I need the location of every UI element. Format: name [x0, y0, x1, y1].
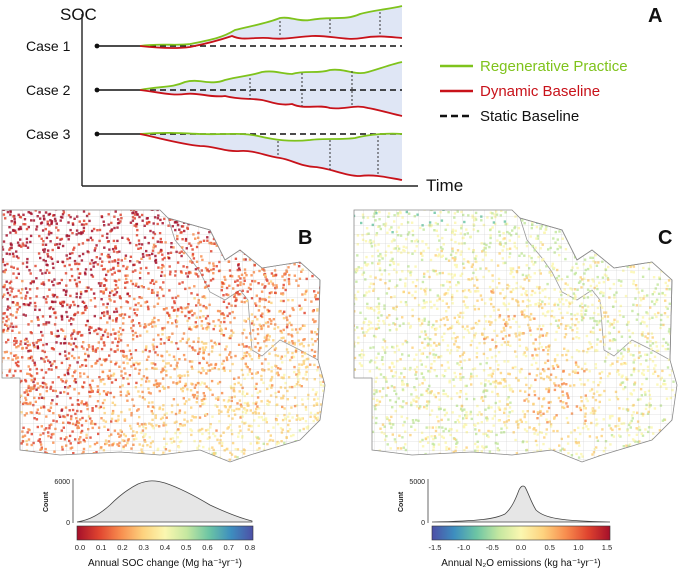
n2o-colorbar-tick-3: 0.0: [516, 543, 526, 552]
case-3-start-point: [94, 131, 100, 137]
soc-axis-title: Annual SOC change (Mg ha⁻¹yr⁻¹): [88, 558, 242, 569]
n2o-colorbar-tick-4: 0.5: [544, 543, 554, 552]
soc-hist-tick-top: 6000: [54, 479, 70, 486]
n2o-emissions-map: [353, 209, 678, 463]
case-label-1: Case 1: [26, 38, 71, 54]
soc-histogram: Count 6000 0: [43, 479, 253, 527]
case-1-dynamic-baseline-line: [139, 35, 403, 49]
n2o-hist-count-label: Count: [398, 491, 405, 512]
case-1-regenerative-line: [139, 5, 403, 47]
soc-colorbar-tick-3: 0.3: [139, 543, 149, 552]
panel-a: A SOC Time: [26, 5, 662, 195]
panel-a-letter: A: [648, 5, 662, 27]
panel-c-letter: C: [658, 227, 672, 249]
soc-hist-count-label: Count: [43, 491, 50, 512]
soc-density-curve: [76, 480, 253, 523]
n2o-colorbar-tick-1: -1.0: [457, 543, 470, 552]
soc-colorbar-tick-0: 0.0: [75, 543, 85, 552]
panel-b-letter: B: [298, 227, 312, 249]
legend: Regenerative Practice Dynamic Baseline S…: [440, 58, 628, 125]
case-3-dynamic-baseline-line: [139, 133, 403, 181]
soc-colorbar-tick-5: 0.5: [181, 543, 191, 552]
case-2-gain-area: [140, 62, 402, 116]
soc-colorbar-tick-2: 0.2: [117, 543, 127, 552]
soc-hist-tick-zero: 0: [66, 520, 70, 527]
case-1-difference-arrows: [279, 12, 381, 36]
x-axis-label: Time: [426, 176, 463, 195]
panel-c: C Count 5000 0 -1.5 -1.0 -0.5 0.0 0.5 1.0 1.5 …: [353, 209, 678, 569]
n2o-colorbar-tick-6: 1.5: [602, 543, 612, 552]
soc-colorbar-tick-8: 0.8: [245, 543, 255, 552]
soc-colorbar-tick-7: 0.7: [224, 543, 234, 552]
n2o-colorbar-gradient: [431, 525, 611, 541]
soc-colorbar: 0.0 0.1 0.2 0.3 0.4 0.5 0.6 0.7 0.8 Annual SOC c…: [75, 525, 255, 569]
soc-map-border: [1, 209, 326, 463]
n2o-colorbar-tick-5: 1.0: [573, 543, 583, 552]
case-3-difference-arrows: [277, 136, 379, 175]
case-2-difference-arrows: [249, 71, 353, 107]
soc-colorbar-tick-4: 0.4: [160, 543, 170, 552]
case-label-2: Case 2: [26, 82, 71, 98]
legend-label-regenerative: Regenerative Practice: [480, 58, 628, 75]
legend-label-static: Static Baseline: [480, 108, 579, 125]
legend-label-dynamic: Dynamic Baseline: [480, 83, 600, 100]
case-3-regenerative-line: [139, 131, 403, 142]
case-2-scenario: [94, 61, 403, 117]
n2o-colorbar-tick-2: -0.5: [486, 543, 499, 552]
soc-colorbar-tick-1: 0.1: [96, 543, 106, 552]
n2o-hist-tick-zero: 0: [421, 520, 425, 527]
n2o-colorbar-tick-0: -1.5: [429, 543, 442, 552]
case-1-gain-area: [140, 6, 402, 49]
panel-b: B Count 6000 0 0.0 0.1 0.2 0.3 0.4 0.5 0.6 0.7 0…: [1, 209, 326, 569]
case-2-regenerative-line: [139, 61, 403, 91]
n2o-map-border: [353, 209, 678, 463]
case-1-scenario: [94, 5, 403, 49]
case-3-scenario: [94, 131, 403, 181]
n2o-axis-title: Annual N₂O emissions (kg ha⁻¹yr⁻¹): [441, 558, 600, 569]
case-label-3: Case 3: [26, 126, 71, 142]
n2o-density-curve: [431, 485, 611, 523]
case-1-start-point: [94, 43, 100, 49]
n2o-histogram: Count 5000 0: [398, 479, 611, 527]
y-axis-label: SOC: [60, 5, 97, 24]
n2o-hist-tick-top: 5000: [409, 479, 425, 486]
case-2-start-point: [94, 87, 100, 93]
case-2-dynamic-baseline-line: [139, 89, 403, 117]
soc-change-map: [1, 209, 326, 463]
soc-colorbar-gradient: [76, 525, 254, 541]
n2o-colorbar: -1.5 -1.0 -0.5 0.0 0.5 1.0 1.5 Annual N₂O emis…: [429, 525, 612, 569]
case-3-gain-area: [140, 132, 402, 180]
soc-colorbar-tick-6: 0.6: [202, 543, 212, 552]
